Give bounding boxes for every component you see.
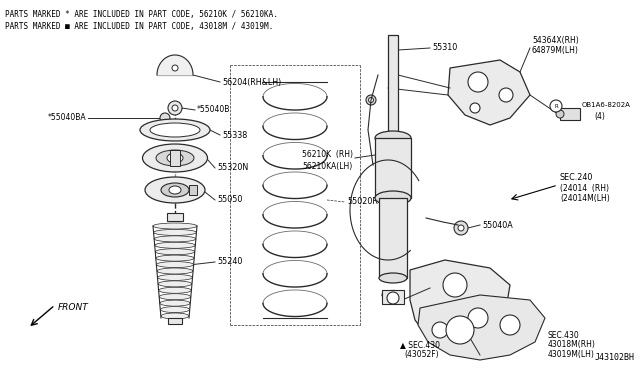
Polygon shape: [157, 55, 193, 75]
Text: 54364X(RH): 54364X(RH): [532, 35, 579, 45]
Circle shape: [499, 88, 513, 102]
Circle shape: [470, 103, 480, 113]
Ellipse shape: [157, 275, 193, 280]
Ellipse shape: [156, 150, 194, 166]
Ellipse shape: [382, 291, 404, 299]
Bar: [379, 198, 407, 278]
Text: (24014  (RH): (24014 (RH): [560, 183, 609, 192]
Circle shape: [366, 95, 376, 105]
Ellipse shape: [159, 294, 191, 300]
Text: 56210KA(LH): 56210KA(LH): [303, 161, 353, 170]
Ellipse shape: [154, 236, 196, 242]
Text: 55338: 55338: [222, 131, 247, 140]
Circle shape: [443, 273, 467, 297]
Bar: [170, 150, 180, 166]
Ellipse shape: [156, 249, 195, 255]
Circle shape: [172, 105, 178, 111]
Ellipse shape: [375, 191, 411, 205]
Text: J43102BH: J43102BH: [595, 353, 635, 362]
Bar: [168, 318, 182, 324]
Text: R: R: [554, 103, 558, 109]
Text: 56210K  (RH): 56210K (RH): [302, 151, 353, 160]
Text: 55020R: 55020R: [347, 198, 378, 206]
Ellipse shape: [161, 183, 189, 197]
Circle shape: [468, 72, 488, 92]
Ellipse shape: [161, 307, 189, 312]
Circle shape: [160, 113, 170, 123]
Text: 56204(RH&LH): 56204(RH&LH): [222, 77, 281, 87]
Bar: [388, 35, 398, 135]
Text: ▲ SEC.430: ▲ SEC.430: [400, 340, 440, 350]
Circle shape: [454, 221, 468, 235]
Text: 43019M(LH): 43019M(LH): [548, 350, 595, 359]
Text: FRONT: FRONT: [58, 304, 89, 312]
Text: 55040A: 55040A: [482, 221, 513, 230]
Text: 55310: 55310: [432, 44, 457, 52]
Circle shape: [468, 308, 488, 328]
Text: SEC.430: SEC.430: [548, 330, 580, 340]
Circle shape: [387, 292, 399, 304]
Polygon shape: [448, 60, 530, 125]
Text: 55240: 55240: [217, 257, 243, 266]
Circle shape: [500, 315, 520, 335]
Circle shape: [369, 97, 374, 103]
Bar: [167, 213, 183, 221]
Ellipse shape: [155, 242, 195, 248]
Text: (4): (4): [594, 112, 605, 121]
Ellipse shape: [157, 268, 193, 274]
Ellipse shape: [379, 273, 407, 283]
Ellipse shape: [167, 153, 183, 163]
Text: SEC.240: SEC.240: [560, 173, 593, 183]
Ellipse shape: [140, 119, 210, 141]
Text: *55040BA: *55040BA: [47, 113, 86, 122]
Circle shape: [168, 101, 182, 115]
Ellipse shape: [160, 300, 190, 306]
Circle shape: [172, 65, 178, 71]
Ellipse shape: [154, 230, 196, 235]
Ellipse shape: [158, 281, 192, 287]
Text: 43018M(RH): 43018M(RH): [548, 340, 596, 350]
Ellipse shape: [153, 223, 197, 229]
Bar: [375, 138, 411, 198]
Text: PARTS MARKED * ARE INCLUDED IN PART CODE, 56210K / 56210KA.: PARTS MARKED * ARE INCLUDED IN PART CODE…: [5, 10, 278, 19]
Text: 55050: 55050: [217, 196, 243, 205]
Text: (43052F): (43052F): [404, 350, 438, 359]
Circle shape: [432, 322, 448, 338]
Ellipse shape: [375, 131, 411, 145]
Bar: [560, 108, 580, 120]
Circle shape: [446, 316, 474, 344]
Circle shape: [458, 225, 464, 231]
Circle shape: [550, 100, 562, 112]
Ellipse shape: [159, 287, 191, 293]
Text: *55040B: *55040B: [197, 106, 230, 115]
Text: PARTS MARKED ■ ARE INCLUDED IN PART CODE, 43018M / 43019M.: PARTS MARKED ■ ARE INCLUDED IN PART CODE…: [5, 22, 273, 31]
Text: 55320N: 55320N: [217, 164, 248, 173]
Ellipse shape: [156, 262, 193, 267]
Circle shape: [556, 110, 564, 118]
Text: OB1A6-8202A: OB1A6-8202A: [582, 102, 631, 108]
Ellipse shape: [161, 313, 189, 319]
Polygon shape: [418, 295, 545, 360]
Bar: [382, 290, 404, 304]
Ellipse shape: [143, 144, 207, 172]
Ellipse shape: [156, 255, 194, 261]
Text: 64879M(LH): 64879M(LH): [532, 45, 579, 55]
Ellipse shape: [150, 123, 200, 137]
Ellipse shape: [145, 177, 205, 203]
Polygon shape: [410, 260, 510, 348]
Ellipse shape: [169, 186, 181, 194]
Text: (24014M(LH): (24014M(LH): [560, 193, 610, 202]
Bar: [189, 185, 197, 195]
